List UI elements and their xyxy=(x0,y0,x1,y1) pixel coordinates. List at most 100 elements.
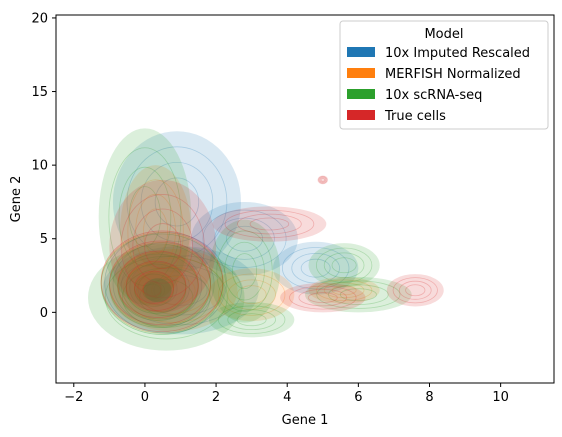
legend-entry: 10x Imputed Rescaled xyxy=(347,46,530,61)
legend-label: 10x Imputed Rescaled xyxy=(385,46,530,61)
legend-entry: 10x scRNA-seq xyxy=(347,88,482,103)
density-contour xyxy=(316,280,401,309)
density-contour xyxy=(249,217,290,231)
legend-label: MERFISH Normalized xyxy=(385,67,521,82)
density-contour xyxy=(126,146,228,258)
density-contour xyxy=(139,279,194,317)
legend-label: 10x scRNA-seq xyxy=(385,88,482,103)
density-contour xyxy=(323,252,365,279)
density-contour xyxy=(119,255,242,326)
legend-swatch xyxy=(347,47,375,57)
density-peak xyxy=(143,278,172,303)
density-contour xyxy=(339,288,377,302)
density-contour xyxy=(144,223,182,270)
x-tick-label: 6 xyxy=(354,390,362,405)
density-region xyxy=(191,201,298,276)
legend-label: True cells xyxy=(384,109,446,124)
y-tick-label: 0 xyxy=(40,306,48,321)
density-contour xyxy=(319,176,327,183)
density-contour xyxy=(289,285,357,310)
density-contour xyxy=(232,253,258,290)
legend-entry: True cells xyxy=(347,109,446,124)
x-tick-label: 2 xyxy=(212,390,220,405)
density-contour xyxy=(118,166,172,267)
density-contour xyxy=(123,257,224,323)
density-contour xyxy=(398,280,432,300)
density-contour xyxy=(331,285,357,296)
legend: Model 10x Imputed Rescaled MERFISH Normal… xyxy=(339,20,549,130)
density-region xyxy=(272,241,359,295)
density-region xyxy=(208,219,281,323)
density-contour xyxy=(136,265,225,316)
density-region xyxy=(305,277,412,313)
density-contour xyxy=(323,282,365,299)
density-contour xyxy=(315,247,373,283)
density-contour xyxy=(236,285,267,305)
density-contour xyxy=(281,247,350,290)
density-contour xyxy=(315,279,373,301)
density-contour xyxy=(300,258,331,278)
y-tick-label: 15 xyxy=(31,85,48,100)
density-contour xyxy=(135,193,176,269)
x-tick-label: −2 xyxy=(64,390,83,405)
density-contour xyxy=(224,209,315,239)
density-contour xyxy=(217,305,286,334)
legend-swatch xyxy=(347,89,375,99)
density-contour xyxy=(128,186,162,248)
density-contour xyxy=(291,252,340,284)
density-region xyxy=(308,277,380,304)
density-contour xyxy=(237,213,302,235)
density-contour xyxy=(154,177,200,227)
density-contour xyxy=(224,241,265,301)
density-region xyxy=(102,246,259,335)
y-tick-label: 5 xyxy=(40,232,48,247)
density-region xyxy=(112,131,241,273)
x-axis: −2 0 2 4 6 8 10 xyxy=(64,383,509,405)
legend-entry: MERFISH Normalized xyxy=(347,67,521,82)
density-region xyxy=(98,128,192,305)
density-region xyxy=(386,274,444,307)
x-axis-label: Gene 1 xyxy=(282,413,329,428)
density-region xyxy=(208,268,295,322)
x-tick-label: 10 xyxy=(492,390,509,405)
density-contour xyxy=(236,313,267,327)
density-contour xyxy=(140,161,214,242)
density-contour xyxy=(405,284,426,297)
density-region xyxy=(212,206,327,242)
density-contour xyxy=(225,225,264,252)
density-region xyxy=(280,282,366,313)
plot-area xyxy=(88,128,444,351)
density-contour xyxy=(137,266,210,314)
y-axis: 0 5 10 15 20 xyxy=(31,11,56,321)
density-region xyxy=(109,179,217,313)
density-contour xyxy=(298,288,348,307)
density-contour xyxy=(318,176,328,184)
density-contour xyxy=(227,309,276,330)
density-contour xyxy=(214,217,275,260)
density-contour xyxy=(216,230,273,312)
legend-swatch xyxy=(347,68,375,78)
density-contour xyxy=(328,284,389,305)
density-region xyxy=(120,165,192,298)
density-region xyxy=(317,175,329,185)
density-contour xyxy=(143,208,169,255)
density-contour xyxy=(331,257,357,274)
x-tick-label: 0 xyxy=(141,390,149,405)
density-contour xyxy=(122,267,211,328)
y-tick-label: 10 xyxy=(31,159,48,174)
legend-swatch xyxy=(347,110,375,120)
density-region xyxy=(109,249,238,332)
x-tick-label: 4 xyxy=(283,390,291,405)
density-contour xyxy=(307,292,338,304)
x-tick-label: 8 xyxy=(425,390,433,405)
legend-box xyxy=(339,20,549,130)
legend-title: Model xyxy=(424,27,463,42)
density-series-2 xyxy=(100,165,380,334)
density-contour xyxy=(320,177,325,182)
density-contour xyxy=(217,273,286,316)
density-contour xyxy=(392,277,438,304)
y-tick-label: 20 xyxy=(31,11,48,26)
y-axis-label: Gene 2 xyxy=(9,176,24,223)
density-region xyxy=(208,302,295,338)
